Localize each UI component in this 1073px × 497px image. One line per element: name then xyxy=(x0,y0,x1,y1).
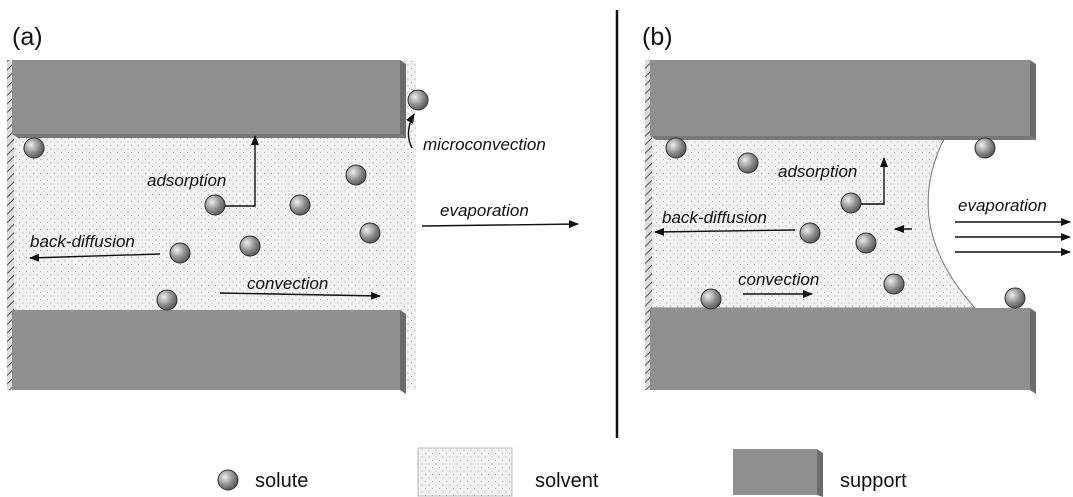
solute xyxy=(841,193,861,213)
legend-label: solute xyxy=(255,470,308,492)
solute xyxy=(408,90,428,110)
solute xyxy=(975,138,995,158)
solute xyxy=(157,290,177,310)
diagram: (a) microconvection adsorption evaporati… xyxy=(0,0,1073,497)
solute xyxy=(218,470,238,490)
solute xyxy=(24,138,44,158)
solute xyxy=(884,274,904,294)
solute xyxy=(800,223,820,243)
solute xyxy=(346,165,366,185)
annotation: adsorption xyxy=(147,171,226,190)
arrow xyxy=(422,224,578,226)
annotation: convection xyxy=(247,274,328,293)
legend-label: support xyxy=(840,470,907,492)
support-bottom xyxy=(650,308,1036,394)
annotation: convection xyxy=(738,270,819,289)
solute xyxy=(240,236,260,256)
annotation: adsorption xyxy=(778,162,857,181)
annotation: back-diffusion xyxy=(662,208,767,227)
solute xyxy=(666,138,686,158)
solute xyxy=(205,195,225,215)
solute xyxy=(170,243,190,263)
solute xyxy=(290,195,310,215)
legend-support-swatch xyxy=(733,449,823,497)
legend-label: solvent xyxy=(535,470,599,492)
support-top xyxy=(650,60,1036,140)
solute xyxy=(1005,288,1025,308)
annotation: evaporation xyxy=(958,196,1047,215)
solute xyxy=(856,233,876,253)
solute xyxy=(701,289,721,309)
legend-solvent-swatch xyxy=(418,448,512,496)
annotation: microconvection xyxy=(423,135,546,154)
support-bottom xyxy=(12,310,406,394)
annotation: evaporation xyxy=(440,201,529,220)
panel-label: (b) xyxy=(642,23,673,51)
panel-label: (a) xyxy=(12,23,43,51)
solute xyxy=(738,153,758,173)
solute xyxy=(360,223,380,243)
annotation: back-diffusion xyxy=(30,232,135,251)
support-top xyxy=(12,60,406,138)
